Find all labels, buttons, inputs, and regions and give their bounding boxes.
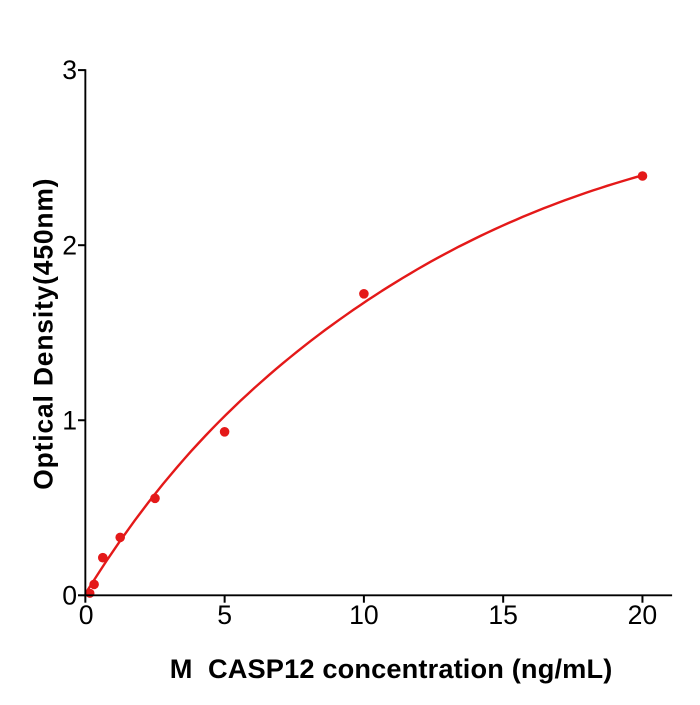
svg-text:15: 15: [488, 600, 518, 630]
svg-text:2: 2: [62, 230, 77, 260]
svg-text:1: 1: [62, 405, 77, 435]
svg-text:0: 0: [62, 580, 77, 610]
svg-text:10: 10: [349, 600, 379, 630]
svg-text:M CASP12 concentration (ng/mL: M CASP12 concentration (ng/mL): [170, 653, 613, 684]
svg-text:20: 20: [628, 600, 658, 630]
svg-text:0: 0: [79, 600, 94, 630]
svg-text:3: 3: [62, 55, 77, 85]
svg-text:Optical Density(450nm): Optical Density(450nm): [28, 178, 58, 490]
svg-text:5: 5: [217, 600, 232, 630]
